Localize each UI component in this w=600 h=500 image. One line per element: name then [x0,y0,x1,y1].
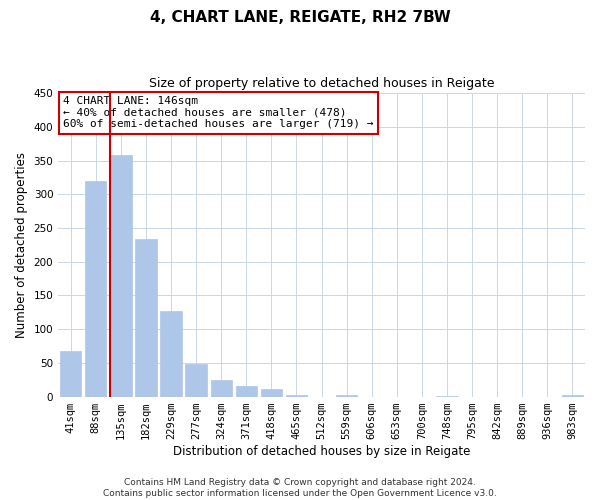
Bar [160,311,182,396]
Bar [60,350,82,397]
Y-axis label: Number of detached properties: Number of detached properties [15,152,28,338]
Bar [236,386,257,396]
Bar [110,155,131,396]
Text: Contains HM Land Registry data © Crown copyright and database right 2024.
Contai: Contains HM Land Registry data © Crown c… [103,478,497,498]
Bar [136,238,157,396]
Bar [211,380,232,396]
X-axis label: Distribution of detached houses by size in Reigate: Distribution of detached houses by size … [173,444,470,458]
Bar [85,180,106,396]
Bar [185,364,207,396]
Bar [562,395,583,396]
Text: 4, CHART LANE, REIGATE, RH2 7BW: 4, CHART LANE, REIGATE, RH2 7BW [149,10,451,25]
Title: Size of property relative to detached houses in Reigate: Size of property relative to detached ho… [149,78,494,90]
Bar [336,395,358,396]
Text: 4 CHART LANE: 146sqm
← 40% of detached houses are smaller (478)
60% of semi-deta: 4 CHART LANE: 146sqm ← 40% of detached h… [64,96,374,130]
Bar [286,394,307,396]
Bar [261,389,282,396]
